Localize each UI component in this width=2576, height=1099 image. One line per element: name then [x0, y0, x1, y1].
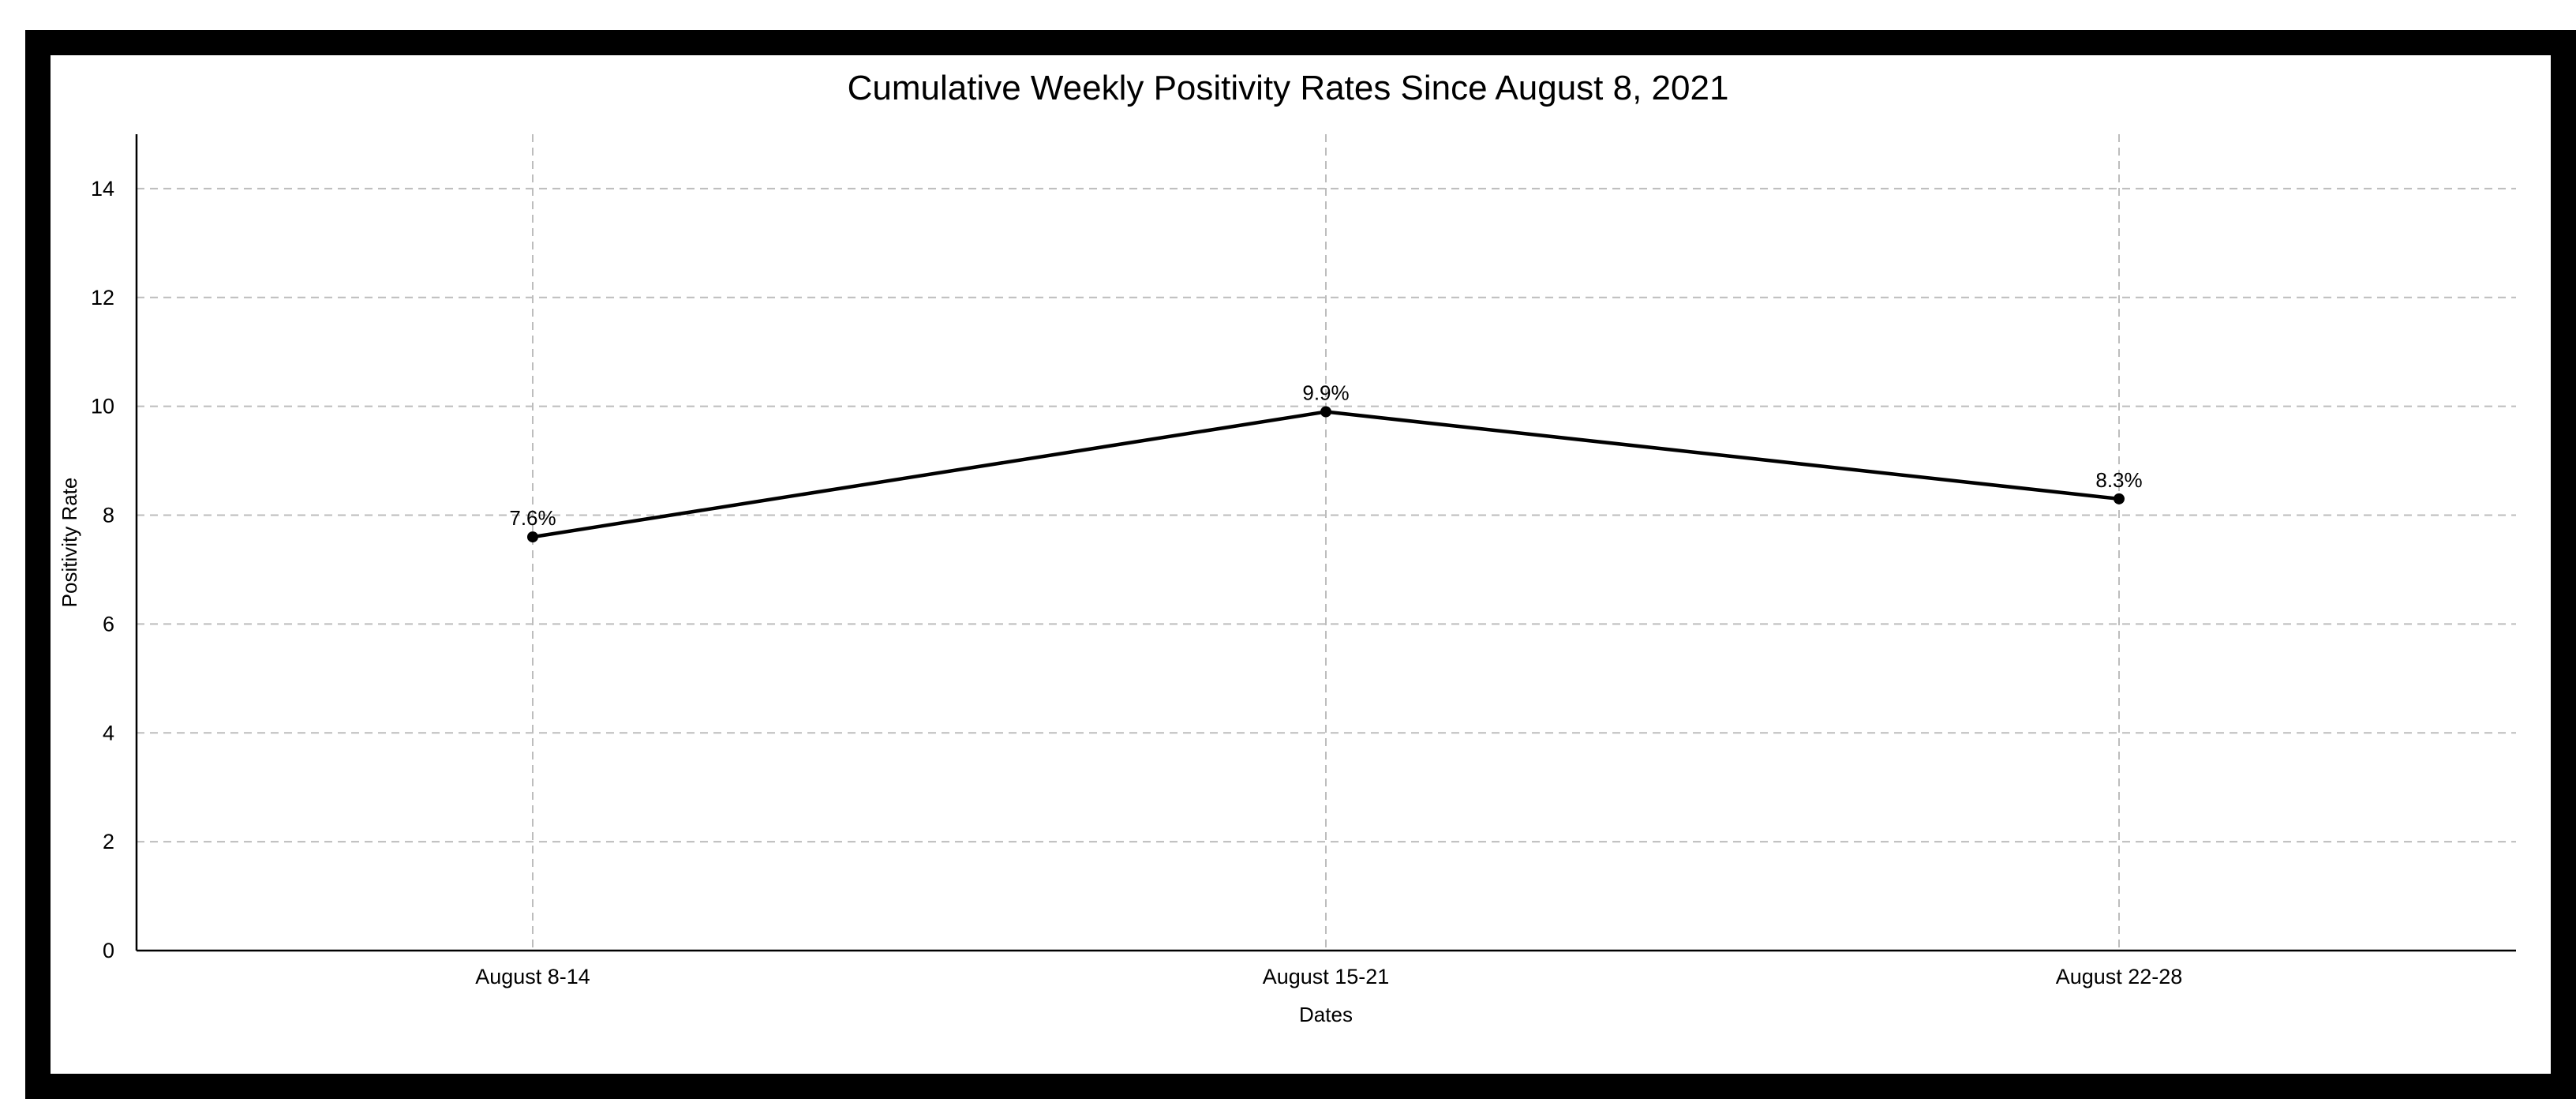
data-label: 9.9%: [1302, 381, 1349, 405]
data-point: [527, 531, 538, 543]
y-tick-label: 12: [91, 286, 114, 309]
y-tick-label: 0: [103, 939, 114, 962]
x-axis-title: Dates: [1299, 1003, 1353, 1026]
y-tick-label: 6: [103, 612, 114, 636]
x-tick-label: August 15-21: [1263, 965, 1390, 988]
data-label: 7.6%: [509, 506, 556, 530]
data-labels: 7.6% 9.9% 8.3%: [509, 381, 2142, 531]
x-tick-label: August 22-28: [2056, 965, 2183, 988]
y-tick-label: 4: [103, 721, 114, 745]
series-layer: [527, 406, 2125, 543]
grid-layer: [137, 134, 2516, 951]
chart-title: Cumulative Weekly Positivity Rates Since…: [848, 69, 1729, 107]
data-label: 8.3%: [2095, 468, 2142, 492]
y-tick-label: 10: [91, 395, 114, 418]
chart-frame: [25, 30, 2576, 1099]
y-axis-title: Positivity Rate: [58, 478, 81, 608]
axes-layer: [135, 134, 2516, 952]
y-tick-label: 14: [91, 177, 114, 201]
y-tick-label: 2: [103, 830, 114, 853]
x-tick-labels: August 8-14 August 15-21 August 22-28: [475, 965, 2182, 988]
data-point: [2114, 493, 2125, 504]
y-tick-label: 8: [103, 504, 114, 527]
y-tick-labels: 0 2 4 6 8 10 12 14: [91, 177, 114, 962]
x-tick-label: August 8-14: [475, 965, 590, 988]
data-point: [1320, 406, 1331, 418]
